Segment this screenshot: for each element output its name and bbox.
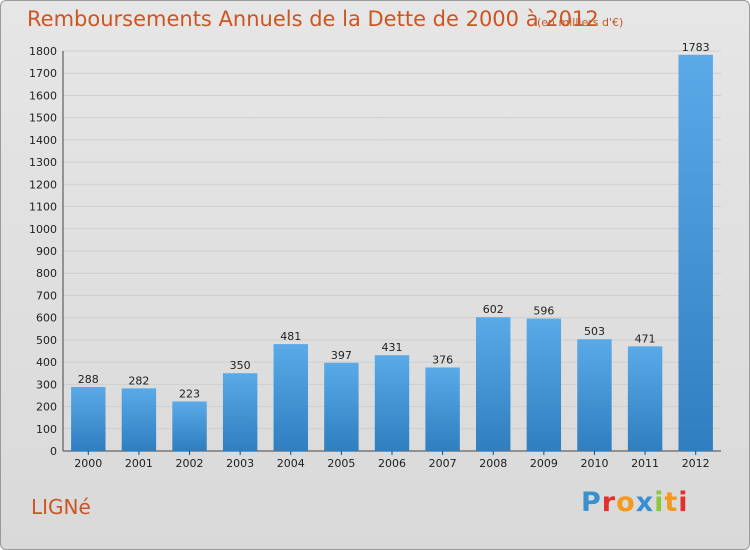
logo-letter: i	[654, 487, 665, 518]
value-label: 288	[78, 373, 99, 386]
x-tick-label: 2012	[682, 457, 710, 470]
y-tick-label: 200	[36, 401, 57, 414]
bar-2005	[324, 362, 359, 451]
x-tick-label: 2010	[580, 457, 608, 470]
y-tick-label: 1000	[29, 223, 57, 236]
x-tick-label: 2011	[631, 457, 659, 470]
y-tick-label: 1100	[29, 201, 57, 214]
chart-title: Remboursements Annuels de la Dette de 20…	[27, 7, 599, 31]
x-tick-label: 2005	[327, 457, 355, 470]
axis-layer: 0 100 200 300 400 500 600 700 800 900 1000 1100 1200…	[29, 45, 721, 470]
value-label: 431	[382, 341, 403, 354]
y-tick-label: 800	[36, 267, 57, 280]
y-tick-label: 900	[36, 245, 57, 258]
x-tick-label: 2000	[74, 457, 102, 470]
logo-letter: x	[635, 487, 655, 518]
bar-2000	[71, 387, 106, 451]
chart-unit: (en milliers d'€)	[537, 16, 624, 29]
x-tick-label: 2006	[378, 457, 406, 470]
bar-layer	[71, 54, 713, 452]
proxiti-logo: Proxiti	[581, 487, 689, 518]
y-tick-label: 1300	[29, 156, 57, 169]
y-tick-label: 100	[36, 423, 57, 436]
bar-2007	[425, 367, 460, 451]
y-tick-label: 1700	[29, 67, 57, 80]
value-label: 503	[584, 325, 605, 338]
y-tick-label: 1800	[29, 45, 57, 58]
y-tick-label: 600	[36, 312, 57, 325]
bar-2004	[273, 344, 308, 451]
logo-letter: t	[664, 487, 679, 518]
value-label: 1783	[682, 41, 710, 54]
bar-2011	[627, 346, 663, 451]
y-tick-label: 1200	[29, 178, 57, 191]
bar-2010	[577, 339, 612, 451]
label-layer: 288 282 223 350 481 397 431 376 602 596 503 471 1783	[78, 41, 710, 401]
y-tick-label: 1500	[29, 112, 57, 125]
x-tick-label: 2002	[176, 457, 204, 470]
value-label: 397	[331, 349, 352, 362]
logo-letter: i	[678, 487, 689, 518]
value-label: 223	[179, 387, 200, 400]
x-tick-label: 2004	[277, 457, 305, 470]
logo-letter: o	[616, 487, 636, 518]
bar-2009	[526, 318, 562, 451]
bar-2006	[374, 355, 410, 451]
bar-2002	[172, 401, 207, 451]
value-label: 282	[128, 374, 149, 387]
bar-2012	[678, 54, 713, 452]
x-tick-label: 2007	[429, 457, 457, 470]
y-tick-label: 1600	[29, 89, 57, 102]
commune-name: LIGNé	[31, 495, 91, 519]
value-label: 596	[533, 305, 554, 318]
y-tick-label: 400	[36, 356, 57, 369]
value-label: 350	[230, 359, 251, 372]
value-label: 376	[432, 353, 453, 366]
value-label: 602	[483, 303, 504, 316]
value-label: 471	[635, 332, 656, 345]
y-tick-label: 300	[36, 378, 57, 391]
logo-letter: r	[601, 487, 617, 518]
bar-2001	[121, 388, 157, 451]
x-tick-label: 2001	[125, 457, 153, 470]
y-tick-label: 700	[36, 289, 57, 302]
y-tick-label: 500	[36, 334, 57, 347]
x-tick-label: 2009	[530, 457, 558, 470]
y-tick-label: 0	[50, 445, 57, 458]
x-tick-label: 2003	[226, 457, 254, 470]
bar-2008	[476, 317, 511, 451]
value-label: 481	[280, 330, 301, 343]
logo-letter: P	[581, 487, 602, 518]
bar-2003	[222, 373, 258, 451]
x-tick-label: 2008	[479, 457, 507, 470]
y-tick-label: 1400	[29, 134, 57, 147]
